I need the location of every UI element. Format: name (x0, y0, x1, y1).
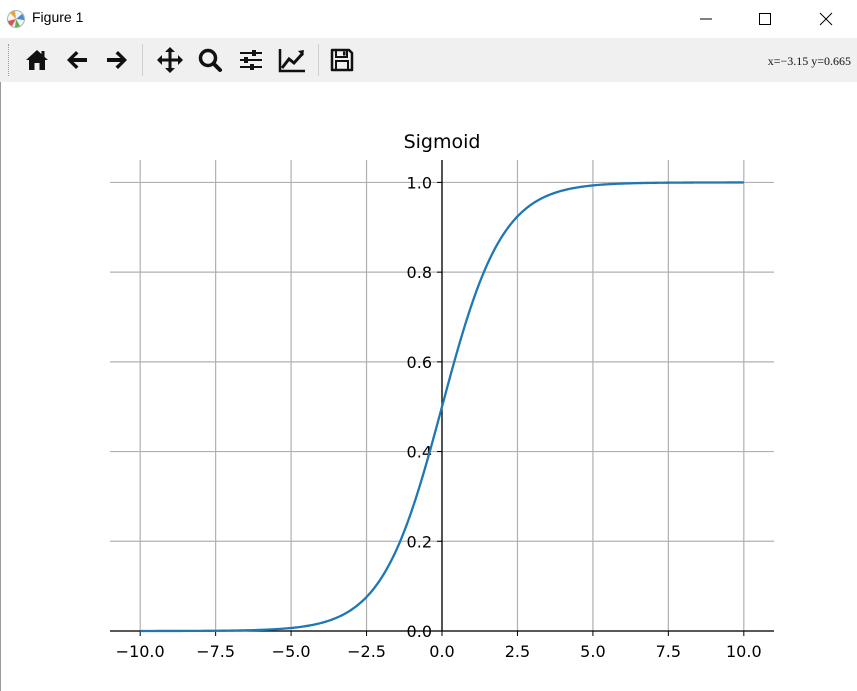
y-tick-label: 1.0 (407, 173, 432, 192)
forward-arrow-icon (107, 51, 127, 69)
x-tick-label: −5.0 (272, 642, 311, 661)
cursor-coordinates: x=−3.15 y=0.665 (767, 54, 851, 68)
y-tick-label: 0.6 (407, 353, 432, 372)
minimize-button[interactable] (683, 0, 729, 38)
tick-marks: −10.0 −7.5 −5.0 −2.5 0.0 2.5 5.0 7.5 10.0 0.0 0.2 0… (116, 173, 762, 661)
back-button[interactable] (62, 45, 92, 75)
y-tick-label: 0.4 (407, 443, 432, 462)
data-lines (140, 181, 744, 633)
back-arrow-icon (67, 51, 87, 69)
maximize-button[interactable] (742, 0, 788, 38)
zoom-button[interactable] (195, 45, 225, 75)
x-tick-label: 10.0 (726, 642, 762, 661)
x-tick-label: −10.0 (116, 642, 165, 661)
x-tick-label: 0.0 (429, 642, 454, 661)
save-icon (330, 48, 354, 72)
x-tick-label: 5.0 (580, 642, 605, 661)
pan-icon (157, 47, 183, 73)
close-button[interactable] (803, 0, 849, 38)
home-button[interactable] (22, 45, 52, 75)
window-title: Figure 1 (32, 9, 84, 25)
toolbar-separator (318, 44, 319, 76)
x-tick-label: −2.5 (347, 642, 386, 661)
maximize-icon (759, 13, 771, 25)
edit-axis-button[interactable] (277, 45, 307, 75)
navigation-toolbar (0, 38, 857, 82)
subplots-button[interactable] (236, 45, 266, 75)
sigmoid-chart[interactable]: −10.0 −7.5 −5.0 −2.5 0.0 2.5 5.0 7.5 10.0 0.0 0.2 0… (0, 82, 857, 691)
pan-button[interactable] (155, 45, 185, 75)
title-bar: Figure 1 (0, 0, 857, 38)
y-tick-label: 0.2 (407, 532, 432, 551)
y-tick-label: 0.0 (407, 622, 432, 641)
subplots-icon (240, 50, 262, 70)
chart-title: Sigmoid (404, 131, 481, 153)
y-tick-label: 0.8 (407, 263, 432, 282)
toolbar-separator (142, 44, 143, 76)
home-icon (26, 50, 48, 70)
sigmoid-series-line (140, 181, 744, 633)
axes (110, 160, 774, 632)
matplotlib-app-icon (7, 10, 25, 28)
window-left-edge (0, 82, 1, 691)
forward-button[interactable] (102, 45, 132, 75)
close-icon (819, 12, 833, 26)
minimize-icon (700, 18, 712, 20)
x-tick-label: 7.5 (656, 642, 681, 661)
x-tick-label: −7.5 (196, 642, 235, 661)
x-tick-label: 2.5 (505, 642, 530, 661)
save-button[interactable] (327, 45, 357, 75)
toolbar-grip[interactable] (8, 44, 11, 76)
zoom-icon (198, 48, 222, 72)
edit-axis-icon (278, 49, 305, 73)
